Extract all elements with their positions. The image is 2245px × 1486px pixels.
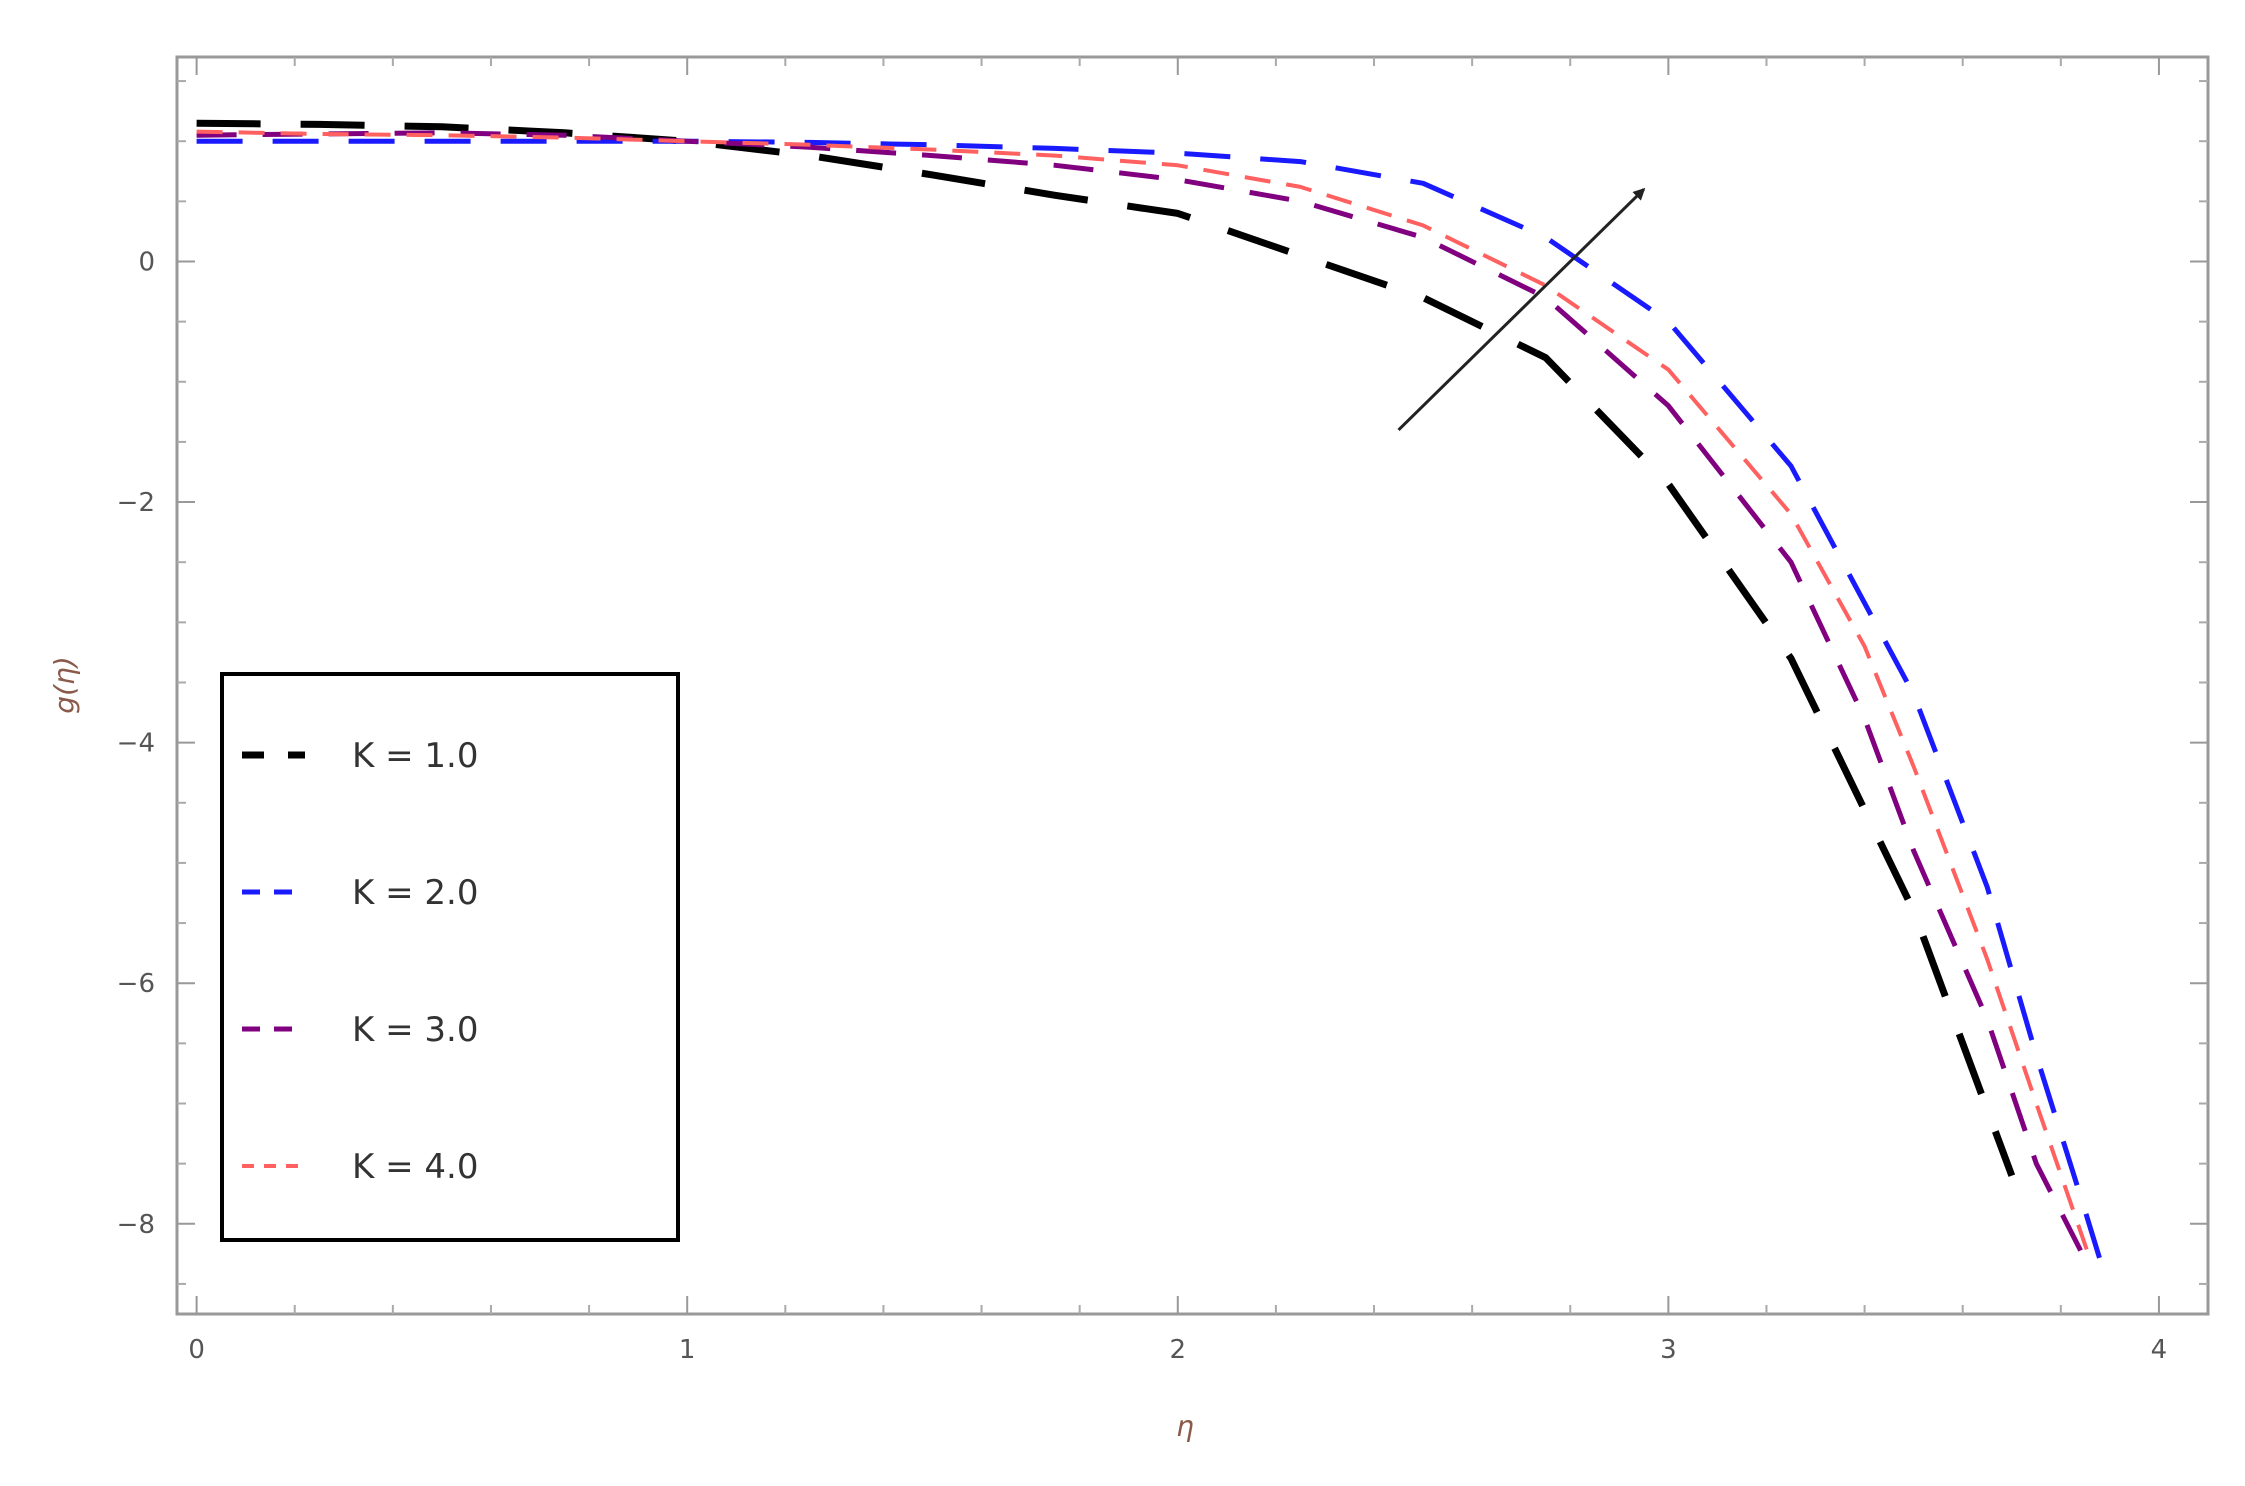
legend-box [220,672,680,1242]
y-tick-label: −6 [117,969,155,999]
tick-marks [177,57,2208,1314]
y-tick-label: −2 [117,488,155,518]
legend-label-1: K = 1.0 [352,736,478,776]
y-tick-label: 0 [138,247,155,277]
x-tick-label: 3 [1660,1335,1677,1365]
x-tick-label: 1 [679,1335,696,1365]
y-tick-label: −8 [117,1210,155,1240]
trend-arrow [1397,187,1646,431]
y-tick-label: −4 [117,729,155,759]
x-tick-label: 4 [2151,1335,2168,1365]
legend: K = 1.0 K = 2.0 K = 3.0 K = 4.0 [220,672,680,1242]
y-axis-label: g(η) [48,656,81,713]
series-line-4 [196,129,2093,1261]
x-tick-label: 2 [1170,1335,1187,1365]
plot-frame [175,55,2210,1316]
series-layer [196,119,2103,1262]
legend-label-3: K = 3.0 [352,1010,478,1050]
legend-label-2: K = 2.0 [352,873,478,913]
tick-labels: 0 1 2 3 4 0 −2 −4 −6 −8 [117,247,2168,1365]
x-axis-label: η [1176,1410,1194,1443]
annotation-layer [1397,187,1646,431]
series-line-1 [196,119,2016,1177]
series-line-3 [196,130,2088,1262]
series-line-2 [196,138,2103,1261]
x-tick-label: 0 [188,1335,205,1365]
legend-label-4: K = 4.0 [352,1147,478,1187]
